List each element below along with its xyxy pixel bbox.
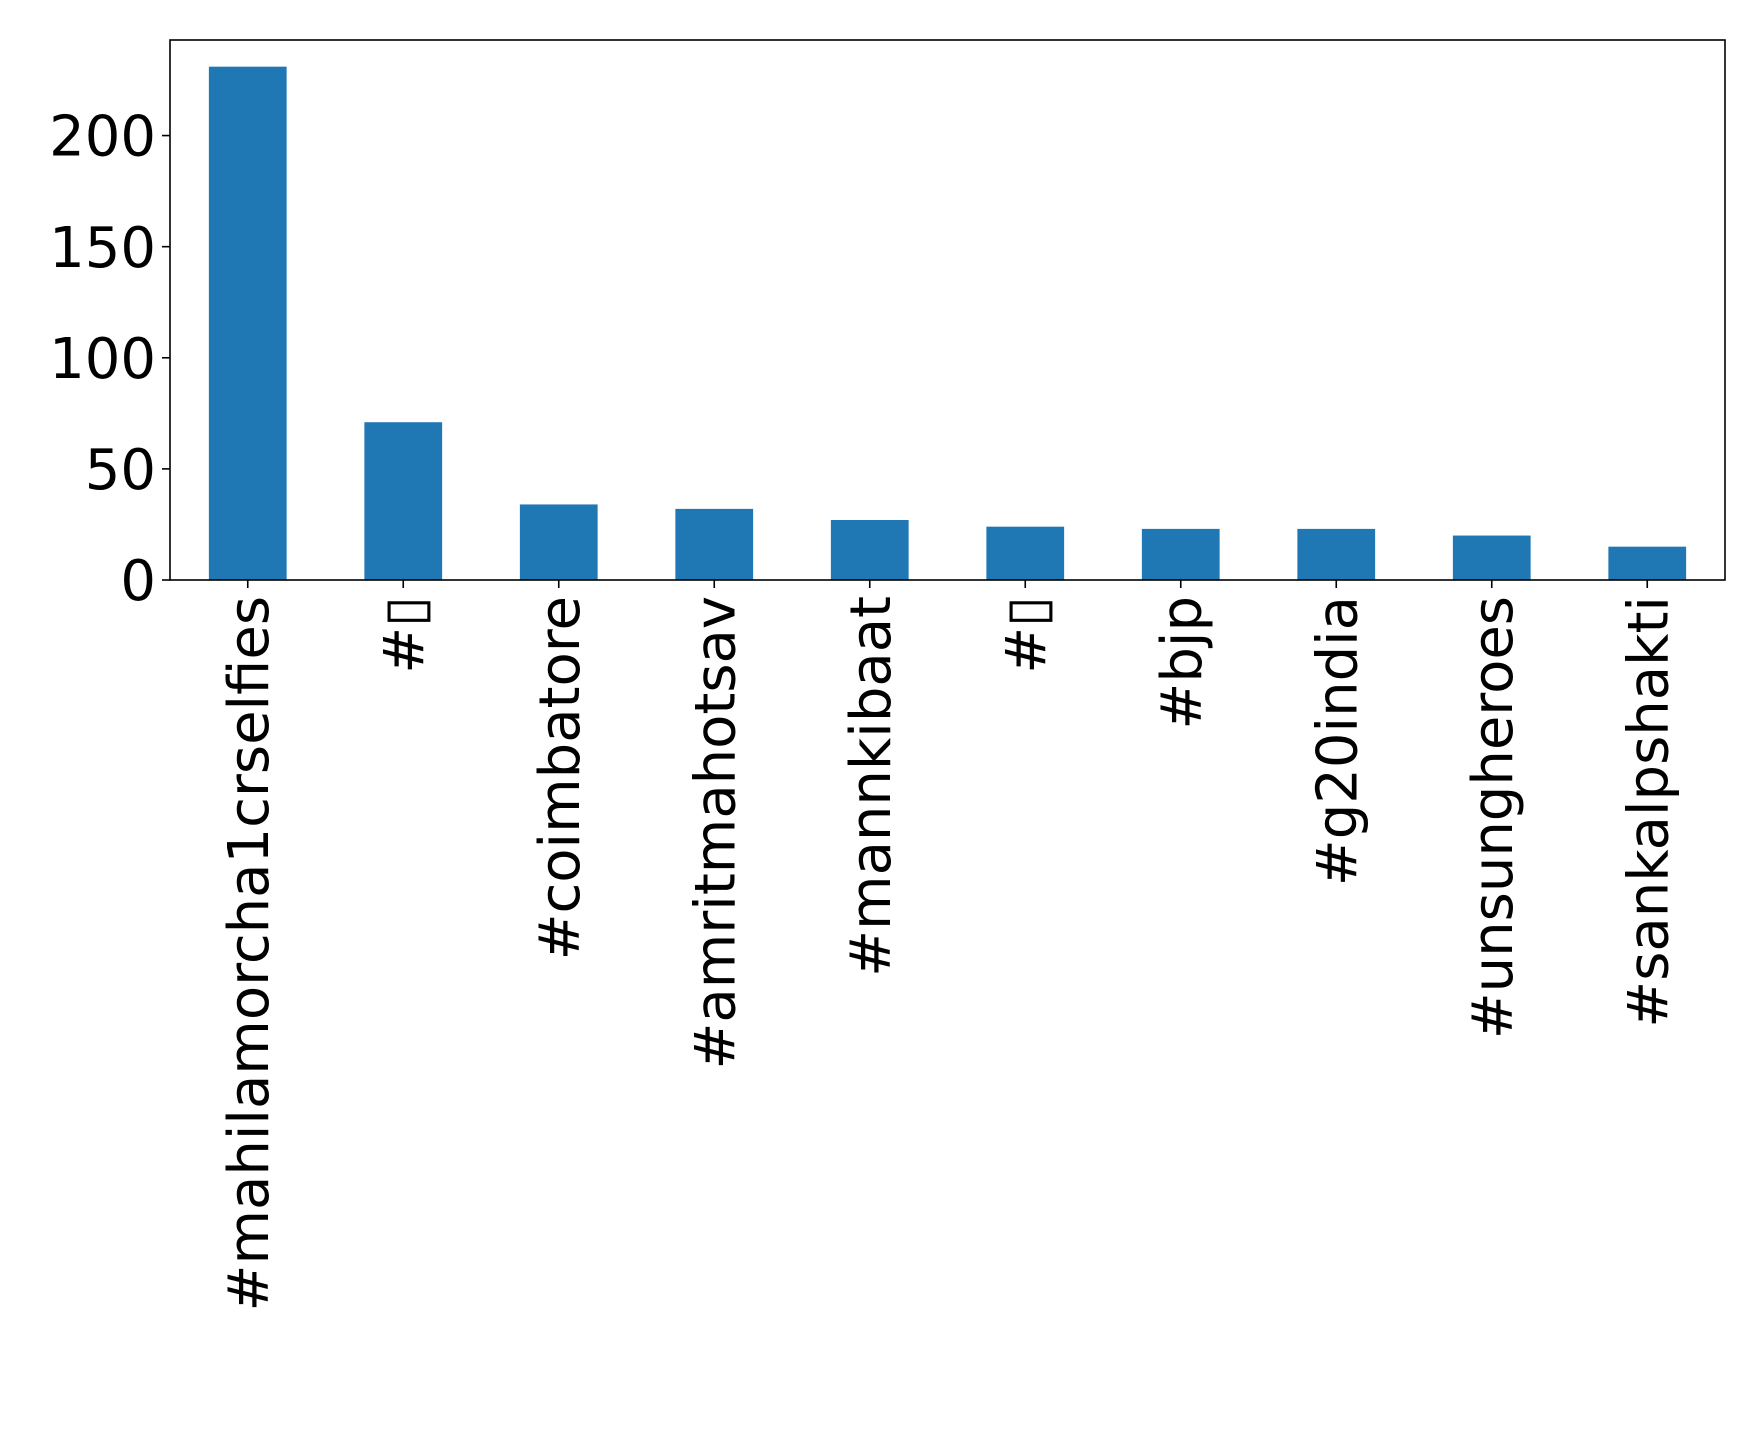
y-tick-label: 100	[49, 327, 156, 392]
x-tick-label: #g20india	[1305, 596, 1370, 886]
bar	[986, 526, 1065, 580]
y-tick-label: 50	[85, 438, 156, 503]
y-tick-label: 150	[49, 216, 156, 281]
bar	[830, 520, 909, 580]
bar	[519, 504, 598, 580]
bar	[1452, 535, 1531, 580]
bar	[675, 508, 754, 580]
bar	[364, 422, 443, 580]
bars-layer	[208, 66, 1687, 581]
x-tick-label: #▯	[372, 596, 437, 674]
x-axis: #mahilamorcha1crselfies #▯ #coimbatore #amr…	[217, 580, 1681, 1311]
x-tick-label: #coimbatore	[528, 596, 593, 960]
x-tick-label: #amritmahotsav	[683, 596, 748, 1070]
x-tick-label: #sankalpshakti	[1616, 596, 1681, 1028]
x-tick-label: #unsungheroes	[1461, 596, 1526, 1039]
y-tick-label: 0	[120, 549, 156, 614]
y-tick-label: 200	[49, 105, 156, 170]
y-axis: 0 50 100 150 200	[49, 105, 170, 614]
plot-frame	[169, 39, 1726, 581]
bar	[1141, 528, 1220, 580]
x-tick-label: #bjp	[1150, 596, 1215, 730]
x-tick-label: #mannkibaat	[839, 596, 904, 977]
x-tick-label: #▯	[994, 596, 1059, 674]
x-tick-label: #mahilamorcha1crselfies	[217, 596, 282, 1311]
bar	[1297, 528, 1376, 580]
bar	[208, 66, 287, 581]
bar	[1608, 546, 1687, 580]
